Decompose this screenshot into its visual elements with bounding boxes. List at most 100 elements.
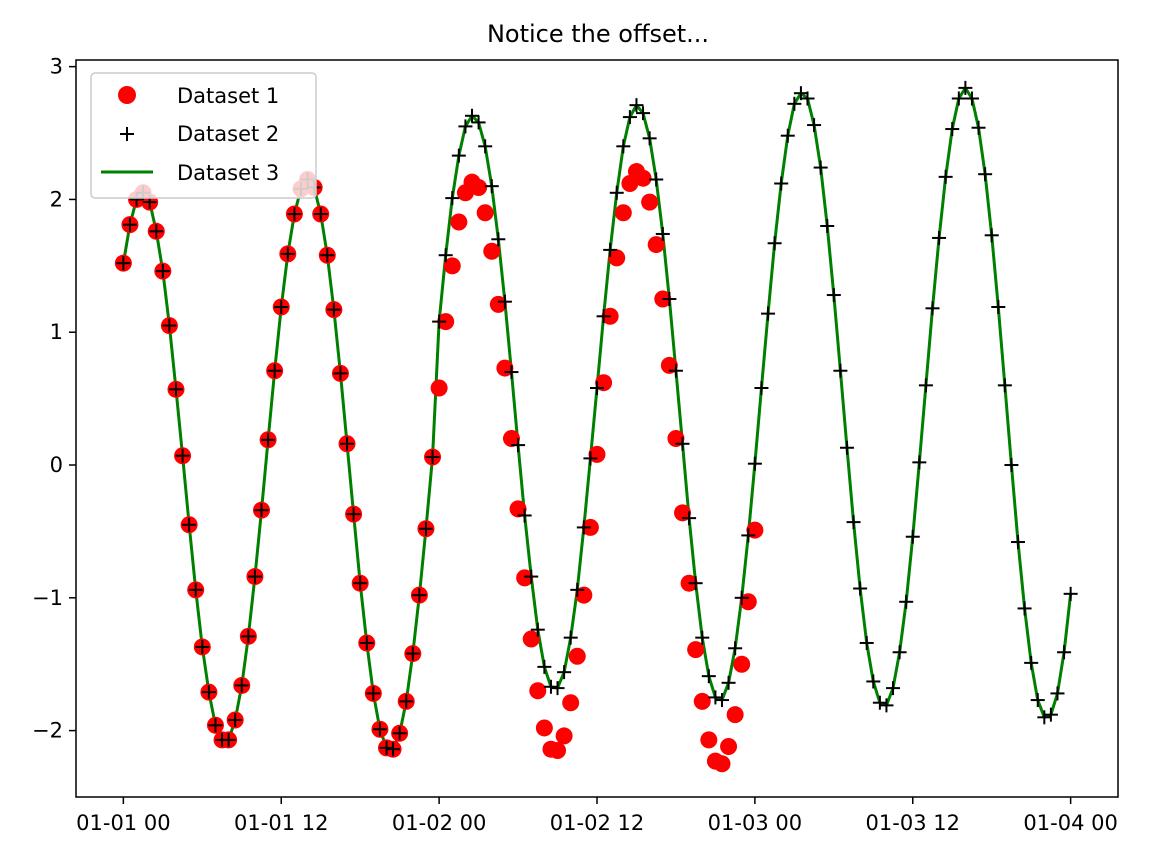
data-point-dataset-2 — [853, 581, 868, 596]
data-point-dataset-2 — [228, 712, 243, 727]
x-tick-label: 01-03 00 — [708, 811, 802, 835]
x-tick-label: 01-01 00 — [76, 811, 170, 835]
x-tick-label: 01-03 12 — [866, 811, 960, 835]
data-point-dataset-2 — [761, 306, 776, 321]
data-point-dataset-1 — [562, 694, 580, 712]
data-point-dataset-1 — [720, 738, 738, 756]
data-point-dataset-2 — [668, 363, 683, 378]
data-point-dataset-2 — [563, 630, 578, 645]
data-point-dataset-2 — [353, 576, 368, 591]
data-point-dataset-2 — [886, 681, 901, 696]
data-point-dataset-1 — [529, 682, 547, 700]
data-point-dataset-2 — [590, 380, 604, 395]
y-tick-label: 0 — [50, 453, 63, 477]
data-point-dataset-2 — [386, 742, 401, 757]
data-point-dataset-1 — [535, 719, 553, 737]
data-point-dataset-2 — [162, 318, 177, 333]
data-point-dataset-2 — [195, 639, 210, 654]
legend-marker-dataset-2 — [120, 127, 134, 141]
data-point-dataset-2 — [247, 569, 262, 584]
data-point-dataset-2 — [879, 698, 894, 713]
data-point-dataset-2 — [340, 436, 355, 451]
data-point-dataset-2 — [872, 695, 887, 710]
data-point-dataset-2 — [1030, 693, 1045, 708]
data-point-dataset-2 — [899, 594, 914, 609]
data-point-dataset-1 — [568, 647, 586, 665]
data-point-dataset-2 — [517, 508, 532, 523]
data-point-dataset-1 — [733, 655, 751, 673]
data-point-dataset-2 — [274, 299, 289, 314]
data-point-dataset-2 — [682, 511, 697, 526]
data-point-dataset-1 — [713, 755, 731, 773]
data-point-dataset-1 — [575, 586, 593, 604]
data-point-dataset-2 — [432, 314, 447, 329]
y-tick-label: 2 — [50, 187, 63, 211]
data-point-dataset-2 — [813, 160, 828, 175]
data-point-dataset-1 — [700, 731, 718, 749]
data-point-dataset-2 — [405, 646, 420, 661]
data-point-dataset-2 — [320, 248, 335, 263]
data-point-dataset-2 — [478, 139, 493, 154]
data-point-dataset-2 — [1050, 686, 1065, 701]
data-point-dataset-2 — [1057, 645, 1072, 660]
data-point-dataset-2 — [636, 106, 651, 121]
x-tick-label: 01-02 00 — [392, 811, 486, 835]
data-point-dataset-2 — [149, 224, 164, 239]
data-point-dataset-1 — [667, 429, 685, 447]
data-point-dataset-1 — [608, 249, 626, 267]
data-point-dataset-2 — [366, 686, 381, 701]
data-point-dataset-2 — [451, 148, 466, 163]
data-point-dataset-2 — [280, 246, 295, 261]
data-point-dataset-1 — [450, 213, 468, 231]
data-point-dataset-2 — [622, 110, 637, 125]
data-point-dataset-2 — [688, 576, 703, 591]
data-point-dataset-2 — [905, 529, 920, 544]
data-point-dataset-2 — [188, 582, 203, 597]
data-point-dataset-1 — [726, 706, 744, 724]
data-point-dataset-2 — [583, 451, 598, 466]
chart-title: Notice the offset... — [487, 20, 709, 48]
data-point-dataset-2 — [412, 588, 427, 603]
data-point-dataset-1 — [555, 727, 573, 745]
data-point-dataset-2 — [774, 176, 789, 191]
data-point-dataset-2 — [951, 91, 966, 106]
data-point-dataset-2 — [484, 179, 499, 194]
data-point-dataset-2 — [721, 675, 736, 690]
plot-area: 01-01 00 01-01 12 01-02 00 01-02 12 01-03 00… — [32, 55, 1119, 835]
data-point-dataset-2 — [642, 131, 657, 146]
data-point-dataset-2 — [313, 207, 328, 222]
data-point-dataset-2 — [932, 230, 947, 245]
data-point-dataset-1 — [614, 204, 632, 222]
legend-box — [90, 72, 317, 199]
data-point-dataset-2 — [392, 726, 407, 741]
data-point-dataset-2 — [471, 115, 486, 130]
data-point-dataset-2 — [649, 172, 664, 187]
data-point-dataset-1 — [641, 193, 659, 211]
data-point-dataset-2 — [846, 515, 861, 530]
data-point-dataset-2 — [550, 681, 565, 696]
data-point-dataset-1 — [443, 257, 461, 275]
data-point-dataset-2 — [208, 718, 223, 733]
data-point-dataset-2 — [530, 622, 545, 637]
data-point-dataset-1 — [634, 169, 652, 187]
data-point-dataset-2 — [399, 694, 414, 709]
data-point-dataset-2 — [168, 382, 183, 397]
data-point-dataset-1 — [647, 236, 665, 254]
y-tick-label: 1 — [50, 320, 63, 344]
data-point-dataset-2 — [155, 264, 170, 279]
data-point-dataset-2 — [221, 732, 236, 747]
data-point-dataset-2 — [629, 98, 644, 113]
y-tick-label: −2 — [32, 719, 63, 743]
data-point-dataset-2 — [1017, 601, 1032, 616]
data-point-dataset-2 — [859, 635, 874, 650]
legend-marker-dataset-1 — [118, 86, 136, 104]
data-point-dataset-2 — [1043, 707, 1058, 722]
data-point-dataset-2 — [438, 248, 453, 263]
data-point-dataset-2 — [820, 218, 835, 233]
data-point-dataset-2 — [754, 380, 769, 395]
data-point-dataset-1 — [687, 641, 705, 659]
data-point-dataset-2 — [287, 207, 302, 222]
data-point-dataset-2 — [491, 232, 506, 247]
data-point-dataset-2 — [833, 363, 848, 378]
legend-label-dataset-2: Dataset 2 — [177, 122, 279, 146]
